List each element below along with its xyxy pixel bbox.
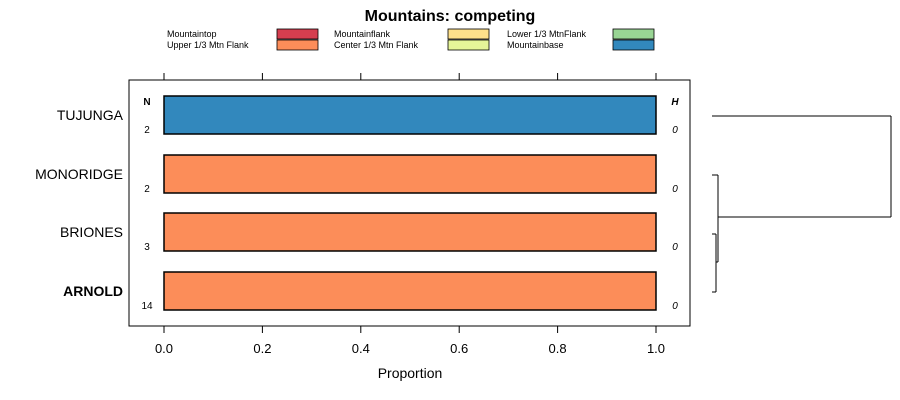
x-tick-label: 0.2 [253, 341, 271, 356]
legend-label-mountainflank: Mountainflank [334, 29, 391, 39]
h-value-briones: 0 [672, 242, 678, 253]
x-tick-label: 0.6 [450, 341, 468, 356]
dendrogram [712, 115, 892, 293]
h-header: H [671, 97, 679, 108]
legend-swatch-center-1-3-mtn-flank [447, 39, 490, 51]
x-tick-label: 1.0 [647, 341, 665, 356]
legend-swatch-lower-1-3-mtnflank [612, 28, 655, 40]
n-value-tujunga: 2 [144, 125, 150, 136]
n-value-briones: 3 [144, 242, 150, 253]
row-label-monoridge: MONORIDGE [35, 166, 123, 182]
bar-briones-upper-1-3-mtn-flank [163, 212, 657, 252]
row-label-tujunga: TUJUNGA [57, 107, 124, 123]
legend-label-upper-1-3-mtn-flank: Upper 1/3 Mtn Flank [167, 40, 249, 50]
bars [163, 95, 657, 311]
legend-swatch-upper-1-3-mtn-flank [276, 39, 319, 51]
bar-arnold-upper-1-3-mtn-flank [163, 271, 657, 311]
n-value-monoridge: 2 [144, 184, 150, 195]
chart-title: Mountains: competing [365, 8, 536, 25]
bar-tujunga-mountainbase [163, 95, 657, 135]
bar-monoridge-upper-1-3-mtn-flank [163, 154, 657, 194]
n-header: N [143, 97, 150, 108]
plot-frame [128, 79, 691, 327]
n-value-arnold: 14 [141, 301, 153, 312]
legend-swatch-mountainflank [447, 28, 490, 40]
legend-label-center-1-3-mtn-flank: Center 1/3 Mtn Flank [334, 40, 419, 50]
h-value-tujunga: 0 [672, 125, 678, 136]
x-tick-label: 0.8 [549, 341, 567, 356]
x-tick-label: 0.4 [352, 341, 370, 356]
row-label-arnold: ARNOLD [63, 283, 123, 299]
legend-swatch-mountainbase [612, 39, 655, 51]
x-axis: 0.0 0.2 0.4 0.6 0.8 1.0 [155, 73, 665, 356]
legend-label-mountaintop: Mountaintop [167, 29, 217, 39]
x-tick-label: 0.0 [155, 341, 173, 356]
h-value-arnold: 0 [672, 301, 678, 312]
row-labels: TUJUNGA 2 0 MONORIDGE 2 0 BRIONES 3 0 ARNOLD 14 0 [35, 107, 678, 312]
row-label-briones: BRIONES [60, 224, 123, 240]
h-value-monoridge: 0 [672, 184, 678, 195]
legend-swatch-mountaintop [276, 28, 319, 40]
x-axis-label: Proportion [378, 365, 443, 381]
legend-label-lower-1-3-mtnflank: Lower 1/3 MtnFlank [507, 29, 587, 39]
legend-label-mountainbase: Mountainbase [507, 40, 564, 50]
